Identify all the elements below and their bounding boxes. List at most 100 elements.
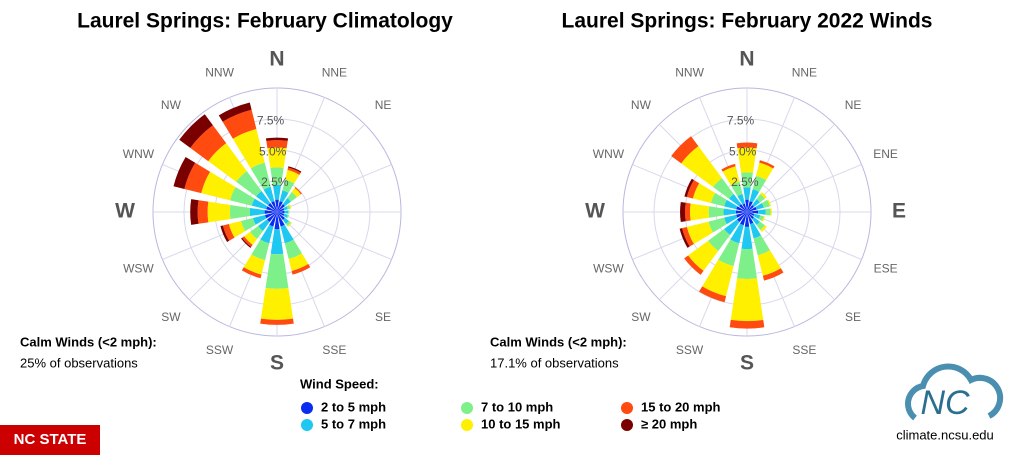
bar-segment [747, 201, 753, 212]
bar-segment [743, 187, 751, 200]
bar-segment [260, 318, 294, 325]
bar-segment [758, 215, 764, 221]
legend-swatch [301, 402, 313, 414]
bar-segment [747, 212, 754, 219]
legend-swatch [621, 402, 633, 414]
bar-segment [243, 254, 266, 275]
bar-segment [721, 163, 736, 172]
r-tick-label: 5.0% [259, 144, 287, 158]
bar-segment [747, 212, 755, 216]
direction-label: SE [375, 310, 391, 324]
bar-segment [737, 248, 757, 279]
bar-segment [222, 223, 235, 241]
direction-label: SSE [322, 343, 346, 357]
bar-segment [679, 228, 690, 248]
bar-segment [761, 199, 770, 208]
bar-segment [208, 143, 247, 182]
bar-segment [251, 198, 268, 210]
bar-segment [761, 216, 766, 222]
bar-segment [747, 205, 754, 212]
direction-label: SSW [676, 343, 704, 357]
direction-label: NNE [792, 66, 817, 80]
logo-box [0, 425, 100, 455]
legend-title: Wind Speed: [300, 376, 379, 391]
calm-label: Calm Winds (<2 mph): [490, 334, 627, 349]
bar-segment [682, 226, 694, 247]
site-url: climate.ncsu.edu [896, 427, 994, 442]
bar-segment [722, 166, 740, 186]
bar-segment [207, 201, 231, 223]
cardinal-label: S [740, 352, 754, 375]
chart-title: Laurel Springs: February 2022 Winds [562, 10, 933, 33]
bar-segment [753, 213, 761, 220]
bar-segment [287, 192, 297, 202]
direction-label: WSW [593, 262, 624, 276]
bar-segment [756, 221, 765, 230]
bar-segment [737, 193, 745, 205]
bar-segment [736, 142, 758, 149]
bar-segment [184, 162, 211, 194]
bar-segment [277, 212, 285, 227]
bar-segment [291, 188, 301, 198]
bar-segment [220, 225, 230, 243]
logo-mark: NC [920, 384, 970, 422]
bar-segment [244, 231, 258, 245]
bar-segment [197, 200, 209, 224]
cardinal-label: W [115, 200, 135, 223]
bar-segment [241, 267, 262, 279]
bar-segment [736, 206, 747, 212]
bar-segment [228, 220, 246, 238]
bar-segment [274, 212, 280, 230]
bar-segment [730, 223, 744, 244]
bar-segment [282, 198, 291, 207]
bar-segment [179, 114, 213, 148]
bar-segment [731, 181, 743, 197]
bar-segment [729, 319, 765, 329]
bar-segment [277, 212, 285, 220]
bar-segment [218, 102, 252, 122]
cardinal-label: N [269, 48, 284, 71]
bar-segment [759, 160, 775, 169]
cloud-outline [905, 363, 1004, 421]
direction-label: SSE [792, 343, 816, 357]
legend-label: 2 to 5 mph [321, 399, 386, 414]
bar-segment [286, 214, 290, 219]
bar-segment [710, 192, 727, 207]
calm-label: Calm Winds (<2 mph): [20, 334, 157, 349]
bar-segment [737, 212, 747, 222]
bar-segment [744, 212, 750, 227]
r-tick-label: 5.0% [729, 144, 757, 158]
direction-label: SW [161, 310, 181, 324]
bar-segment [267, 147, 287, 168]
bar-segment [752, 199, 760, 207]
direction-label: NW [161, 98, 182, 112]
direction-label: ENE [873, 147, 898, 161]
wind-rose: Laurel Springs: February 2022 Winds 2.5% 5… [490, 10, 932, 375]
bar-segment [266, 206, 277, 212]
bar-segment [747, 206, 757, 212]
bar-segment [173, 156, 196, 189]
bar-segment [282, 217, 289, 224]
legend: 2 to 5 mph 5 to 7 mph 7 to 10 mph 10 to 15 … [301, 399, 721, 431]
logo-text: NC STATE [14, 431, 87, 448]
legend-label: 7 to 10 mph [481, 399, 553, 414]
bar-segment [739, 212, 747, 226]
bar-segment [190, 199, 199, 225]
r-tick-label: 7.5% [257, 113, 285, 127]
bar-segment [749, 189, 760, 203]
bar-segment [288, 253, 309, 271]
bar-segment [699, 286, 727, 303]
bar-segment [277, 204, 285, 212]
bar-segment [752, 175, 767, 192]
bar-segment [287, 167, 301, 175]
bar-segment [288, 166, 302, 173]
bar-segment [671, 136, 699, 164]
r-tick-label: 2.5% [261, 175, 289, 189]
bar-segment [756, 194, 765, 203]
direction-label: SSW [206, 343, 234, 357]
bar-segment [724, 199, 738, 210]
direction-label: ESE [874, 262, 898, 276]
direction-label: SE [845, 310, 861, 324]
bar-segment [741, 226, 753, 250]
